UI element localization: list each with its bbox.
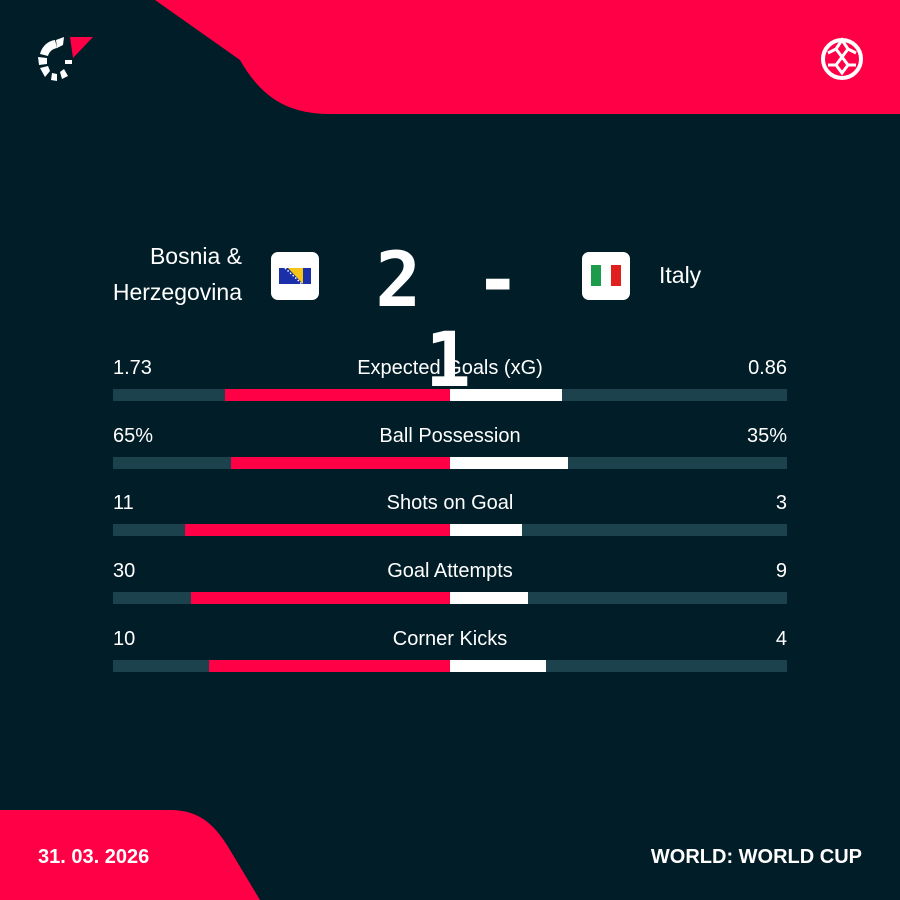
- away-stat-value: 9: [775, 560, 787, 583]
- stat-name: Goal Attempts: [387, 560, 513, 583]
- stat-bar-track: [113, 456, 787, 469]
- stat-bar-track: [113, 389, 787, 401]
- away-stat-bar: [450, 456, 568, 469]
- football-icon: [821, 37, 863, 80]
- home-stat-bar: [185, 524, 450, 537]
- away-stat-bar: [450, 524, 523, 537]
- home-stat-bar: [190, 592, 450, 605]
- stat-name: Ball Possession: [379, 424, 521, 447]
- away-stat-value: 35%: [746, 424, 787, 447]
- away-stat-bar: [450, 592, 528, 605]
- home-team-name: Bosnia & Herzegovina: [113, 238, 242, 310]
- stat-bar-track: [113, 659, 787, 672]
- away-stat-value: 4: [775, 627, 787, 650]
- stat-name: Expected Goals (xG): [357, 357, 543, 379]
- home-stat-value: 30: [113, 560, 136, 583]
- home-stat-bar: [224, 389, 450, 401]
- home-stat-value: 10: [113, 627, 136, 650]
- home-stat-value: 1.73: [113, 357, 152, 379]
- home-stat-value: 11: [113, 492, 134, 515]
- home-team-line1: Bosnia &: [149, 243, 242, 269]
- stat-bar-track: [113, 592, 787, 605]
- flashscore-logo-icon: [38, 37, 93, 81]
- match-date: 31. 03. 2026: [38, 846, 150, 868]
- stat-row: 1.73 Expected Goals (xG) 0.86: [113, 355, 787, 405]
- stat-row: 10 Corner Kicks 4: [113, 626, 787, 676]
- stat-row: 11 Shots on Goal 3: [113, 490, 787, 540]
- stat-row: 30 Goal Attempts 9: [113, 558, 787, 608]
- italy-flag-icon: [582, 252, 630, 300]
- home-stat-value: 65%: [113, 424, 154, 447]
- away-stat-bar: [450, 389, 562, 401]
- home-stat-bar: [230, 456, 450, 469]
- bosnia-flag-icon: [271, 252, 319, 300]
- score: 2 - 1: [375, 235, 525, 404]
- home-stat-bar: [209, 659, 450, 672]
- competition-name: WORLD: WORLD CUP: [650, 846, 862, 868]
- away-stat-bar: [450, 659, 547, 672]
- away-stat-value: 0.86: [748, 357, 787, 379]
- stat-bar-track: [113, 524, 787, 537]
- stat-row: 65% Ball Possession 35%: [113, 423, 787, 473]
- away-stat-value: 3: [775, 492, 787, 515]
- stat-name: Corner Kicks: [392, 627, 508, 650]
- away-team-name: Italy: [659, 262, 702, 288]
- stat-name: Shots on Goal: [386, 492, 514, 515]
- home-team-line2: Herzegovina: [112, 279, 242, 305]
